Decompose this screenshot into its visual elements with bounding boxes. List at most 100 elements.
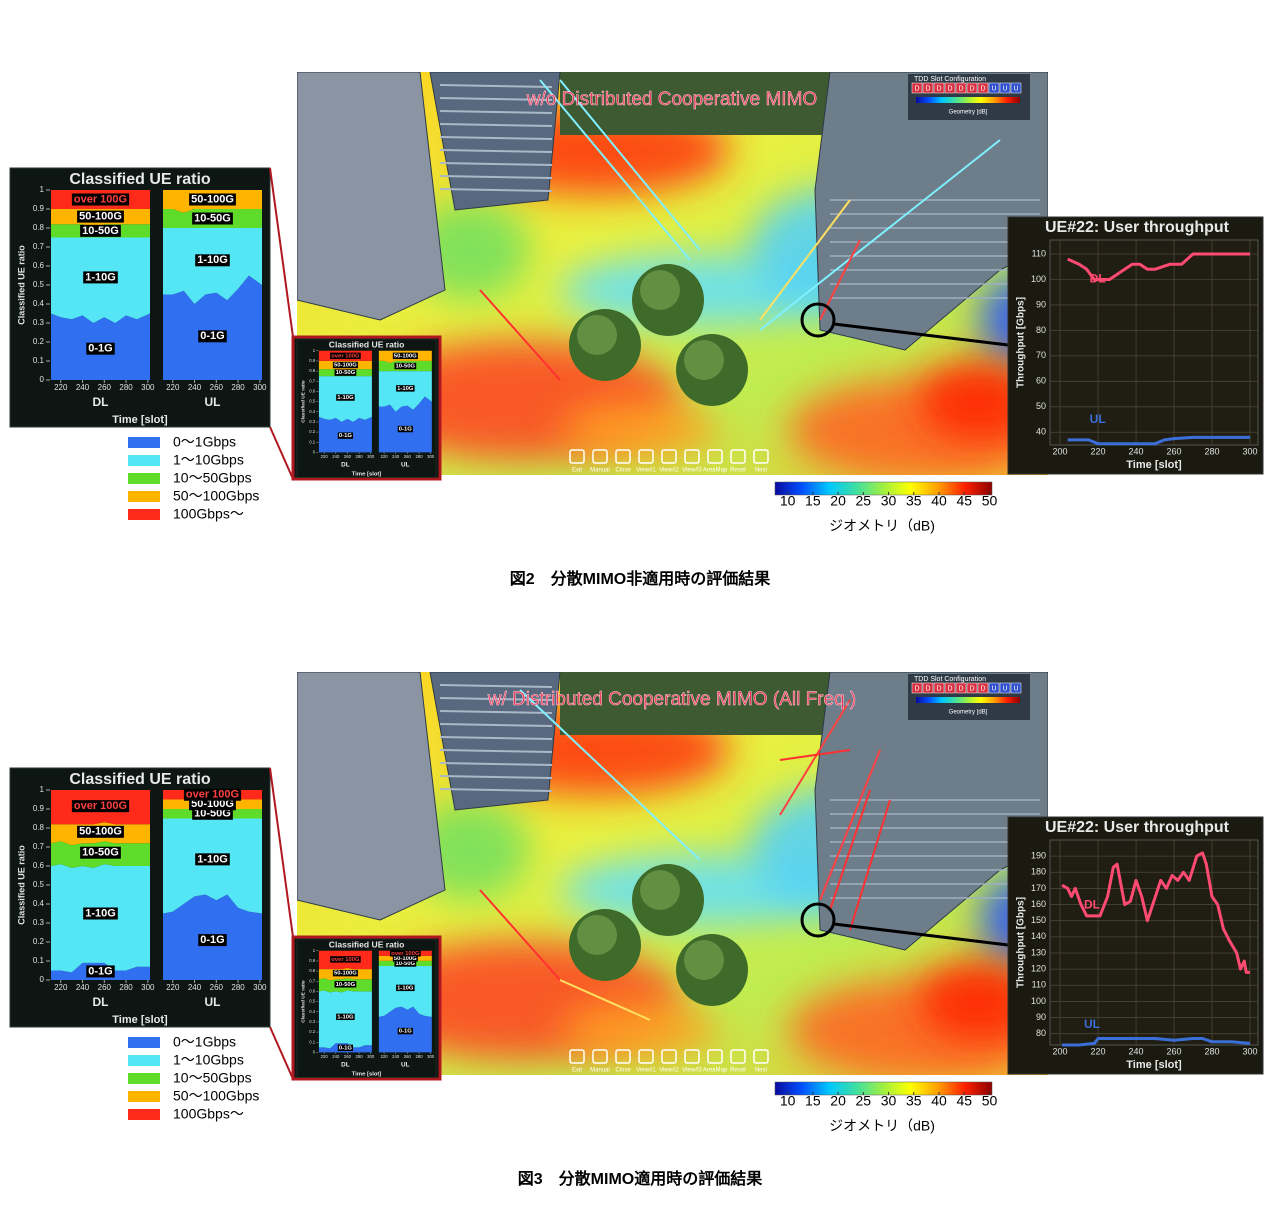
inset-connector: [269, 426, 294, 480]
colorbar-label: ジオメトリ（dB): [829, 518, 935, 534]
scene-title: w/o Distributed Cooperative MIMO: [526, 89, 817, 110]
x-tick-label: 300: [253, 983, 267, 992]
y-tick-label: 90: [1036, 299, 1046, 309]
button-icon[interactable]: [707, 1049, 723, 1064]
x-tick-label: 220: [54, 983, 68, 992]
panel-name: DL: [93, 395, 109, 409]
colorbar-tick-label: 40: [931, 493, 947, 509]
button-icon[interactable]: [730, 449, 746, 464]
button-icon[interactable]: [592, 1049, 608, 1064]
panel-name: UL: [205, 995, 221, 1009]
button-icon[interactable]: [592, 449, 608, 464]
signal-ray: [539, 79, 691, 261]
x-axis-label: Time [slot]: [1126, 459, 1182, 471]
button-label[interactable]: View#1: [636, 1068, 656, 1074]
x-tick-label: 280: [119, 983, 133, 992]
legend-swatch: [128, 473, 160, 484]
button-label[interactable]: Exit: [572, 468, 582, 474]
band-label: 10-50G: [194, 808, 231, 820]
window-row: [439, 175, 553, 179]
x-axis-label: Time [slot]: [1126, 1059, 1182, 1071]
y-tick-label: 0.9: [33, 204, 45, 213]
button-icon[interactable]: [615, 1049, 631, 1064]
inset-chart: [296, 938, 437, 1078]
button-icon[interactable]: [638, 1049, 654, 1064]
button-icon[interactable]: [569, 1049, 585, 1064]
ratio-chart: Classified UE ratio 0 0.1 0.2 0.3 0.4 0.5 0.6 0.…: [9, 167, 271, 428]
geometry-bar: [916, 97, 1020, 103]
x-tick-label: 240: [76, 383, 90, 392]
y-axis-label: Classified UE ratio: [16, 845, 26, 925]
button-icon[interactable]: [684, 1049, 700, 1064]
inset-connector: [269, 767, 294, 938]
geometry-bar: [916, 697, 1020, 703]
y-tick-label: 110: [1032, 980, 1046, 990]
series-label: DL: [1084, 897, 1100, 911]
tree-highlight: [640, 270, 680, 310]
button-icon[interactable]: [661, 1049, 677, 1064]
y-tick-label: 0.1: [33, 356, 45, 365]
button-label[interactable]: Manual: [590, 468, 610, 474]
ue-marker: [800, 302, 836, 338]
button-label[interactable]: Reset: [730, 1068, 746, 1074]
y-tick-label: 110: [1032, 248, 1046, 258]
button-label[interactable]: Manual: [590, 1068, 610, 1074]
tdd-slot-label: D: [958, 85, 963, 92]
window-row: [439, 710, 553, 714]
line-series: [1061, 851, 1250, 974]
tdd-slot: [999, 682, 1011, 694]
button-icon[interactable]: [569, 449, 585, 464]
x-tick-label: 280: [1205, 1046, 1220, 1056]
tdd-label: TDD Slot Configuration: [914, 676, 986, 683]
y-tick-label: 60: [1036, 376, 1046, 386]
button-label[interactable]: Exit: [572, 1068, 582, 1074]
button-icon[interactable]: [707, 449, 723, 464]
button-icon[interactable]: [638, 449, 654, 464]
x-tick-label: 280: [231, 983, 245, 992]
button-icon[interactable]: [684, 449, 700, 464]
colorbar-tick-label: 35: [906, 1093, 922, 1109]
signal-ray: [559, 79, 701, 251]
y-tick-label: 80: [1036, 1028, 1046, 1038]
button-label[interactable]: View#3: [682, 468, 702, 474]
button-icon[interactable]: [661, 449, 677, 464]
colorbar-tick-label: 25: [856, 1093, 872, 1109]
plot-area: [1049, 239, 1259, 446]
button-label[interactable]: View#1: [636, 468, 656, 474]
y-tick-label: 0.6: [33, 861, 45, 870]
button-label[interactable]: Reset: [730, 468, 746, 474]
band-label: 1-10G: [197, 853, 228, 865]
button-label[interactable]: AreaMap: [703, 468, 728, 474]
button-icon[interactable]: [615, 449, 631, 464]
x-tick-label: 280: [1205, 446, 1220, 456]
button-icon[interactable]: [753, 449, 769, 464]
colorbar-tick-label: 40: [931, 1093, 947, 1109]
button-label[interactable]: View#2: [659, 1068, 679, 1074]
button-icon[interactable]: [753, 1049, 769, 1064]
button-label[interactable]: Next: [755, 1068, 768, 1074]
x-tick-label: 240: [1129, 446, 1144, 456]
button-label[interactable]: View#2: [659, 468, 679, 474]
tdd-slot-label: U: [991, 685, 996, 692]
tdd-slot: [911, 682, 923, 694]
figure-caption: 図3 分散MIMO適用時の評価結果: [518, 1169, 762, 1188]
tdd-slot-label: D: [914, 685, 919, 692]
series-label: DL: [1090, 271, 1106, 285]
series-label: UL: [1090, 412, 1106, 426]
x-tick-label: 260: [210, 983, 224, 992]
legend-swatch: [128, 1109, 160, 1120]
legend-label: 50〜100Gbps: [173, 488, 259, 504]
area-band: [163, 818, 262, 914]
chart-title: Classified UE ratio: [69, 771, 211, 788]
button-label[interactable]: Close: [615, 468, 631, 474]
button-label[interactable]: View#3: [682, 1068, 702, 1074]
button-label[interactable]: Next: [755, 468, 768, 474]
band-label-bg: [86, 342, 115, 355]
button-label[interactable]: AreaMap: [703, 1068, 728, 1074]
x-tick-label: 260: [1167, 1046, 1182, 1056]
button-icon[interactable]: [730, 1049, 746, 1064]
button-label[interactable]: Close: [615, 1068, 631, 1074]
y-tick-label: 90: [1036, 1012, 1046, 1022]
